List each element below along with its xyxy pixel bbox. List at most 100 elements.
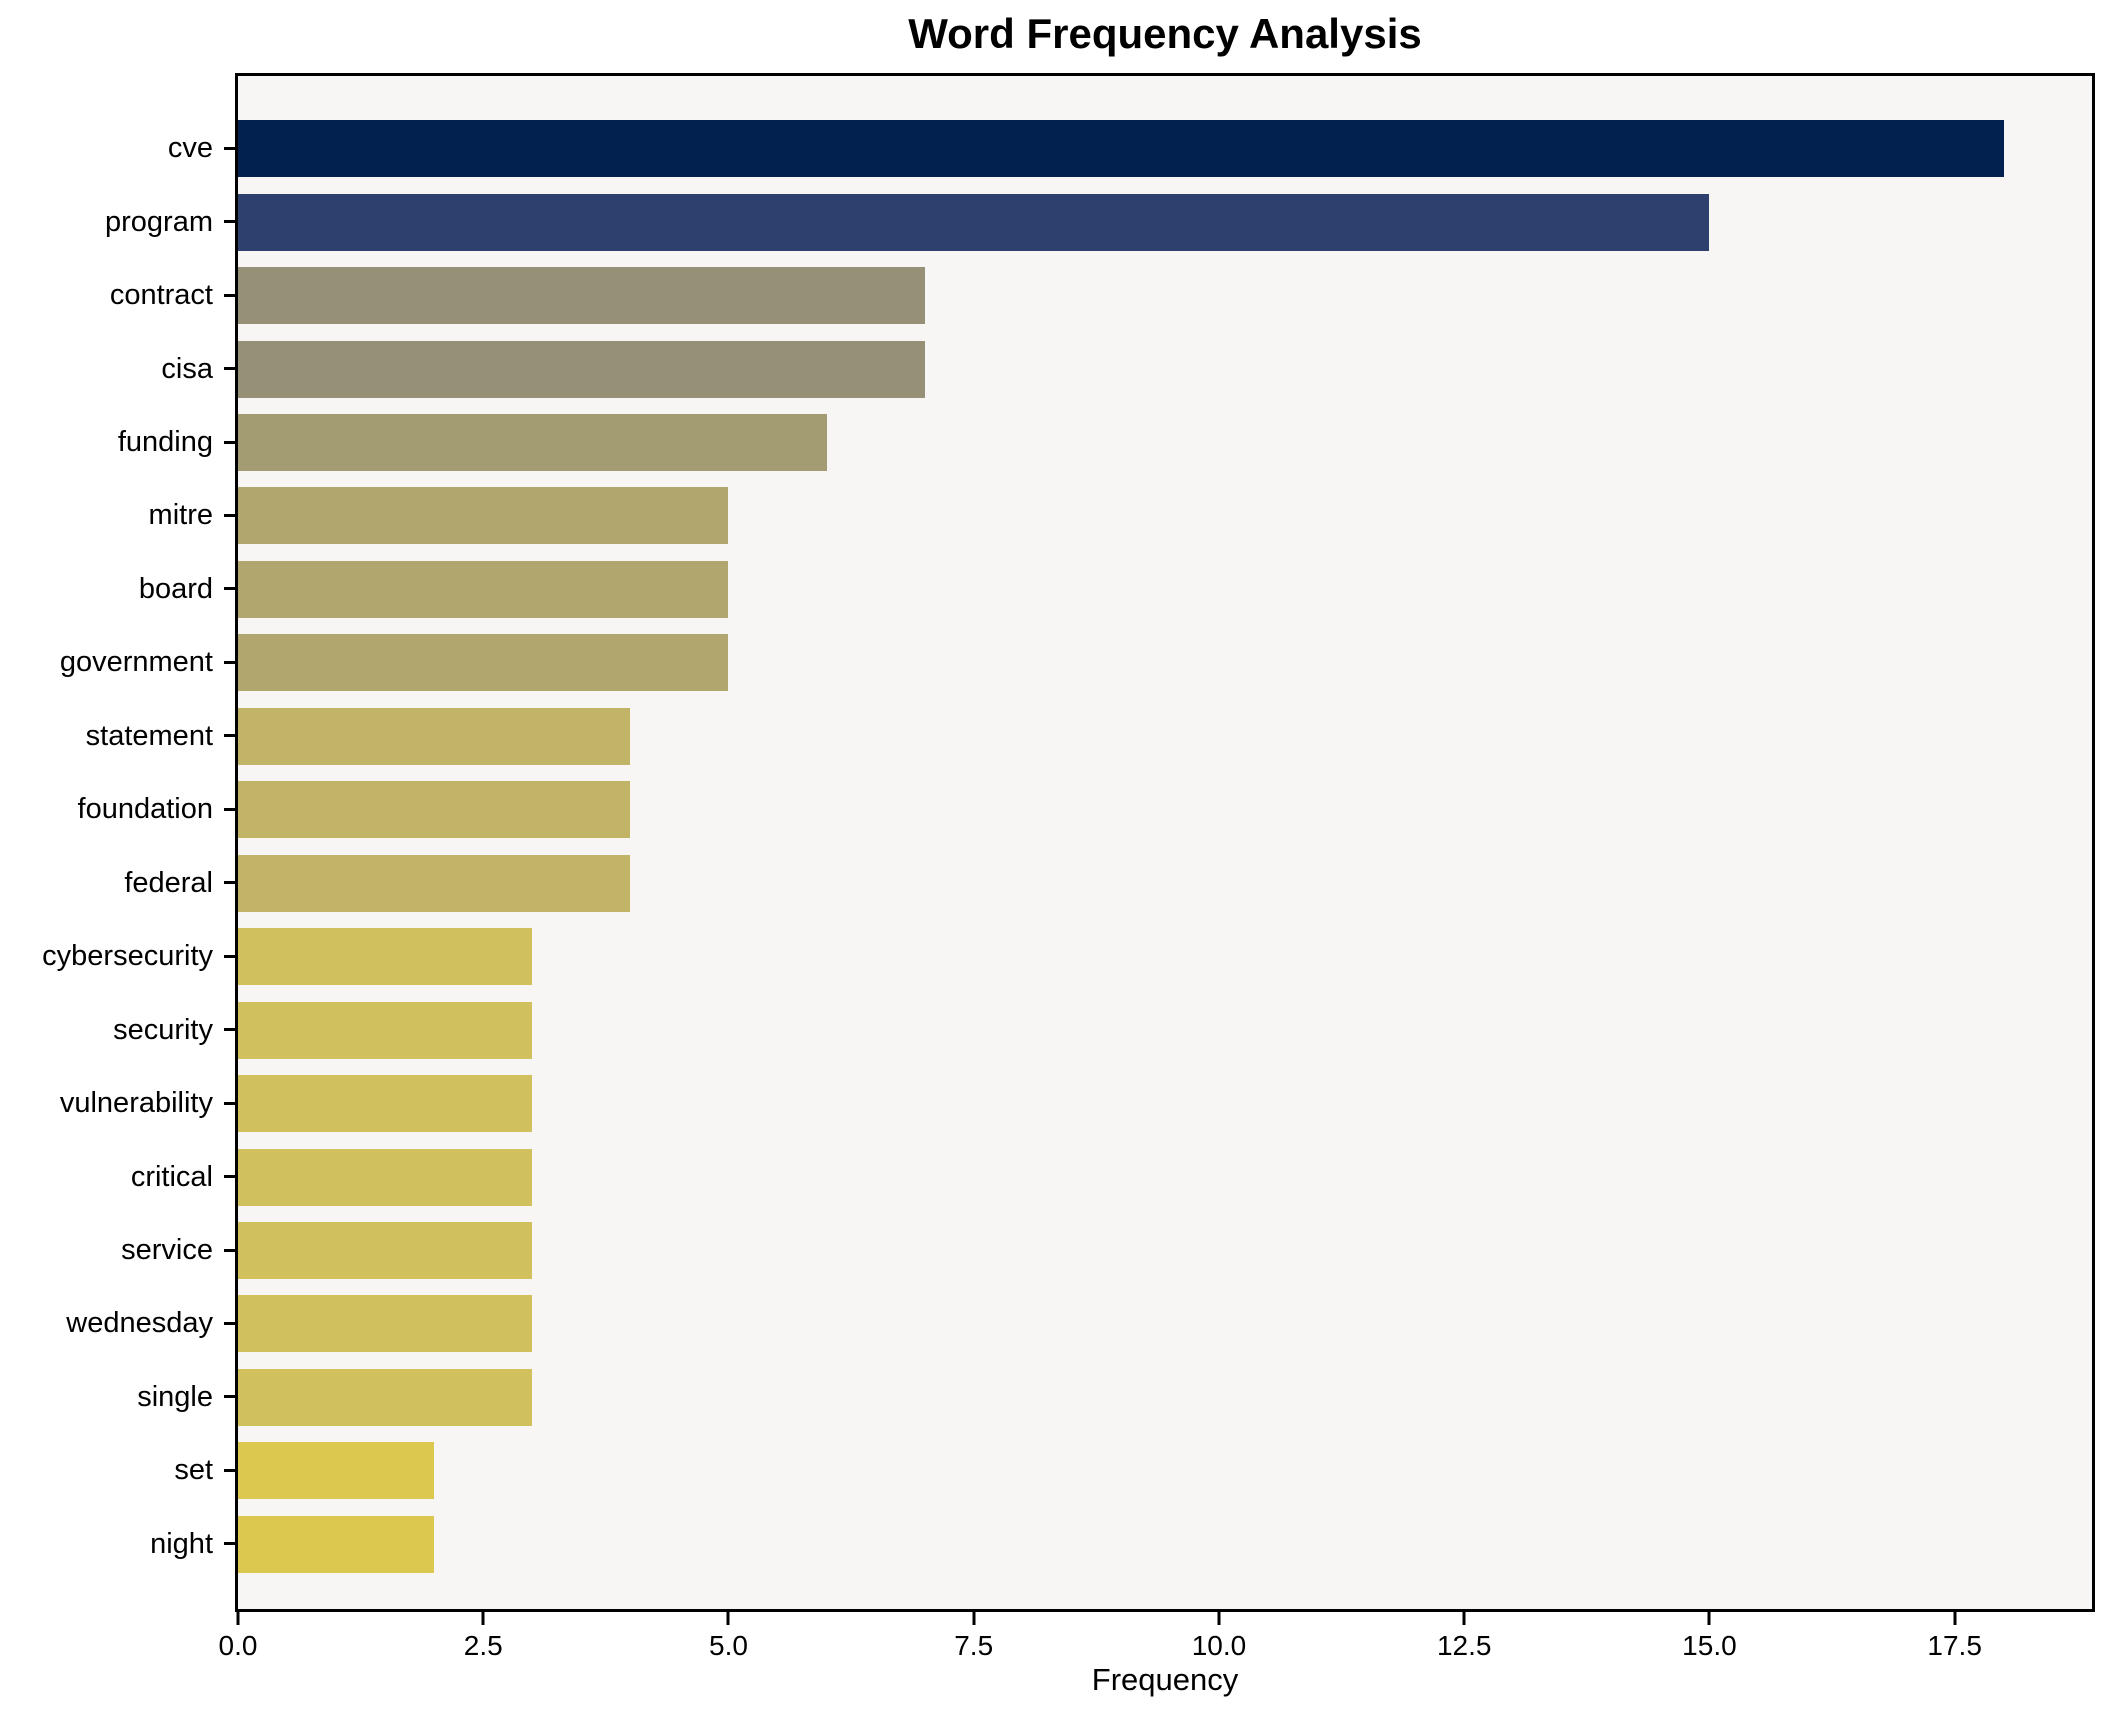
bar-row <box>238 1140 2092 1213</box>
bar-cybersecurity <box>238 928 533 986</box>
bar-vulnerability <box>238 1075 533 1133</box>
y-axis-tick <box>224 1175 235 1179</box>
y-tick-label-statement: statement <box>85 719 213 752</box>
plot-area <box>235 73 2095 1612</box>
bar-row <box>238 1287 2092 1360</box>
y-tick-label-service: service <box>121 1234 213 1267</box>
y-axis-tick <box>224 881 235 885</box>
bar-row <box>238 553 2092 626</box>
y-tick-label-cve: cve <box>167 132 213 165</box>
bar-row <box>238 479 2092 552</box>
bar-contract <box>238 267 925 325</box>
y-axis-tick-labels: cve program contract cisa funding mitre board g… <box>0 76 235 1609</box>
bar-row <box>238 1214 2092 1287</box>
y-axis-tick <box>224 734 235 738</box>
y-axis-tick <box>224 220 235 224</box>
y-tick-label-federal: federal <box>124 866 213 899</box>
y-tick-row: cybersecurity <box>0 920 235 993</box>
y-tick-label-night: night <box>150 1527 213 1560</box>
y-tick-row: program <box>0 185 235 258</box>
bar-row <box>238 185 2092 258</box>
y-tick-row: foundation <box>0 773 235 846</box>
bar-federal <box>238 854 631 912</box>
y-axis-tick <box>224 1248 235 1252</box>
bar-service <box>238 1222 533 1280</box>
x-axis-tick <box>1953 1612 1957 1625</box>
bar-row <box>238 406 2092 479</box>
x-axis-tick <box>1462 1612 1466 1625</box>
bars-container <box>238 76 2092 1609</box>
bar-row <box>238 847 2092 920</box>
bar-government <box>238 634 729 692</box>
y-tick-label-vulnerability: vulnerability <box>59 1087 213 1120</box>
y-tick-row: wednesday <box>0 1287 235 1360</box>
bar-row <box>238 1067 2092 1140</box>
y-tick-label-program: program <box>105 205 213 238</box>
bar-row <box>238 332 2092 405</box>
x-axis-tick <box>1217 1612 1221 1625</box>
bar-row <box>238 920 2092 993</box>
y-axis-tick <box>224 1028 235 1032</box>
y-tick-label-security: security <box>113 1013 213 1046</box>
y-tick-row: set <box>0 1434 235 1507</box>
y-axis-tick <box>224 1542 235 1546</box>
chart-title: Word Frequency Analysis <box>908 10 1422 57</box>
bar-statement <box>238 707 631 765</box>
y-tick-row: security <box>0 993 235 1066</box>
x-axis-tick <box>972 1612 976 1625</box>
y-tick-row: mitre <box>0 479 235 552</box>
y-axis-tick <box>224 146 235 150</box>
y-tick-row: federal <box>0 847 235 920</box>
bar-row <box>238 626 2092 699</box>
bar-critical <box>238 1148 533 1206</box>
bar-funding <box>238 414 827 472</box>
y-tick-row: single <box>0 1361 235 1434</box>
x-tick-label-7.5: 7.5 <box>954 1630 994 1661</box>
y-tick-label-funding: funding <box>117 426 213 459</box>
y-tick-label-set: set <box>174 1454 213 1487</box>
x-tick-label-12.5: 12.5 <box>1436 1630 1492 1661</box>
y-tick-row: contract <box>0 259 235 332</box>
x-tick-label-2.5: 2.5 <box>463 1630 503 1661</box>
bar-row <box>238 112 2092 185</box>
y-tick-label-mitre: mitre <box>148 499 213 532</box>
y-tick-row: statement <box>0 700 235 773</box>
y-tick-label-cybersecurity: cybersecurity <box>42 940 213 973</box>
y-axis-tick <box>224 1468 235 1472</box>
y-axis-tick <box>224 954 235 958</box>
y-tick-row: cve <box>0 112 235 185</box>
y-tick-row: service <box>0 1214 235 1287</box>
y-tick-row: board <box>0 553 235 626</box>
bar-wednesday <box>238 1295 533 1353</box>
bar-foundation <box>238 781 631 839</box>
bar-cisa <box>238 340 925 398</box>
x-tick-label-17.5: 17.5 <box>1927 1630 1982 1661</box>
bar-row <box>238 259 2092 332</box>
x-tick-label-0.0: 0.0 <box>218 1630 258 1661</box>
y-axis-tick <box>224 587 235 591</box>
y-tick-label-contract: contract <box>109 279 213 312</box>
bar-row <box>238 700 2092 773</box>
bar-row <box>238 1434 2092 1507</box>
y-axis-tick <box>224 660 235 664</box>
bar-row <box>238 1508 2092 1581</box>
bar-mitre <box>238 487 729 545</box>
bar-program <box>238 193 1710 251</box>
y-axis-tick <box>224 1101 235 1105</box>
y-tick-label-critical: critical <box>130 1160 213 1193</box>
y-axis-tick <box>224 293 235 297</box>
x-axis: 0.0 2.5 5.0 7.5 10.0 12.5 15.0 17.5 <box>219 1612 2092 1672</box>
y-tick-row: critical <box>0 1140 235 1213</box>
bar-row <box>238 1361 2092 1434</box>
bar-security <box>238 1001 533 1059</box>
y-tick-label-board: board <box>138 572 213 605</box>
x-tick-label-15.0: 15.0 <box>1682 1630 1737 1661</box>
y-axis-tick <box>224 367 235 371</box>
x-tick-label-5.0: 5.0 <box>709 1630 748 1661</box>
y-tick-label-wednesday: wednesday <box>66 1307 213 1340</box>
y-tick-row: cisa <box>0 332 235 405</box>
bar-row <box>238 773 2092 846</box>
y-axis-tick <box>224 440 235 444</box>
y-axis-tick <box>224 807 235 811</box>
